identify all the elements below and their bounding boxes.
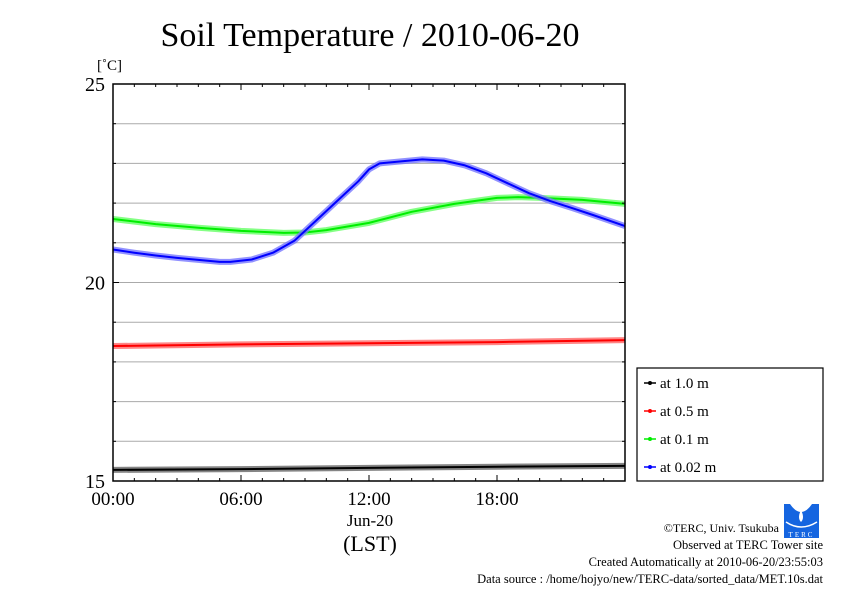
legend-label: at 0.1 m [660,432,709,448]
chart-title: Soil Temperature / 2010-06-20 [160,17,579,54]
y-axis-unit: [˚C] [97,58,122,74]
y-tick-label: 25 [85,74,105,96]
legend-label: at 0.5 m [660,404,709,420]
legend-marker [648,409,652,413]
y-tick-label: 20 [85,273,105,295]
legend-marker [648,381,652,385]
legend-label: at 0.02 m [660,460,717,476]
legend: at 1.0 m at 0.5 m at 0.1 m at 0.02 m [636,367,824,482]
ticks: 15 20 25 00:00 06:00 12:00 18:00 [85,74,626,510]
series-group [112,156,626,473]
series-line [112,464,626,471]
x-tick-label: 06:00 [219,489,262,510]
created-note: Created Automatically at 2010-06-20/23:5… [589,555,823,569]
series-line [112,158,626,263]
series-line [112,339,626,347]
x-tick-label: 12:00 [347,489,390,510]
x-tick-label: 18:00 [475,489,518,510]
terc-logo: TERC [784,504,819,539]
logo-text: TERC [789,531,815,539]
copyright: ©TERC, Univ. Tsukuba [664,521,780,535]
x-tick-label: 00:00 [91,489,134,510]
x-axis-label: (LST) [343,531,397,556]
legend-box [636,367,824,482]
y-tick-label: 15 [85,471,105,493]
legend-label: at 1.0 m [660,376,709,392]
grid [113,123,625,442]
legend-marker [648,437,652,441]
date-label: Jun-20 [347,511,393,530]
data-source: Data source : /home/hojyo/new/TERC-data/… [477,572,823,586]
site-note: Observed at TERC Tower site [673,538,823,552]
legend-marker [648,465,652,469]
series-halo [112,156,626,265]
